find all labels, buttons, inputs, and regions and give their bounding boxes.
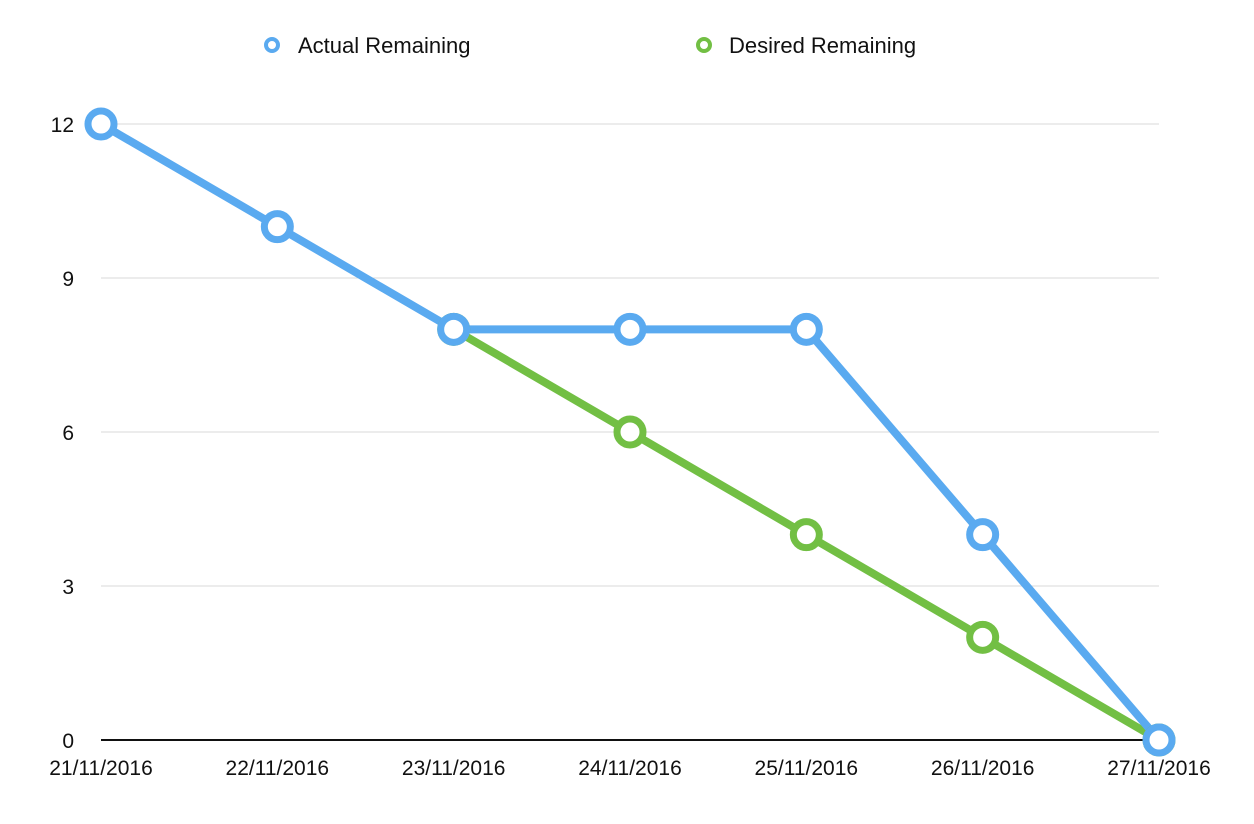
data-point-1	[613, 415, 647, 449]
axes: 0 3 6 9 12 21/11/2016 22/11/2016 23/11/2016 24/1…	[49, 114, 1211, 780]
data-point-1	[789, 518, 823, 552]
x-tick-label: 26/11/2016	[931, 757, 1035, 780]
data-point-0	[789, 312, 823, 346]
gridlines	[101, 123, 1159, 587]
y-tick-label: 0	[62, 730, 74, 753]
data-point-0	[966, 518, 1000, 552]
x-tick-label: 22/11/2016	[226, 757, 330, 780]
x-tick-label: 27/11/2016	[1107, 757, 1211, 780]
y-tick-label: 12	[51, 114, 74, 137]
legend: Actual Remaining Desired Remaining	[264, 33, 916, 58]
data-point-0	[1142, 723, 1176, 757]
legend-item-desired: Desired Remaining	[696, 33, 916, 58]
legend-item-actual: Actual Remaining	[264, 33, 470, 58]
legend-label-actual: Actual Remaining	[298, 33, 470, 58]
y-tick-label: 6	[62, 422, 74, 445]
data-point-0	[613, 312, 647, 346]
data-point-1	[966, 620, 1000, 654]
x-tick-label: 25/11/2016	[755, 757, 859, 780]
data-point-0	[260, 210, 294, 244]
legend-marker-actual	[264, 37, 280, 53]
data-point-0	[84, 107, 118, 141]
x-tick-label: 21/11/2016	[49, 757, 153, 780]
legend-label-desired: Desired Remaining	[729, 33, 916, 58]
legend-marker-desired	[696, 37, 712, 53]
series-markers	[84, 107, 1176, 757]
data-point-0	[437, 312, 471, 346]
x-tick-label: 24/11/2016	[578, 757, 682, 780]
y-tick-label: 9	[62, 268, 74, 291]
x-tick-label: 23/11/2016	[402, 757, 506, 780]
y-tick-label: 3	[62, 576, 74, 599]
